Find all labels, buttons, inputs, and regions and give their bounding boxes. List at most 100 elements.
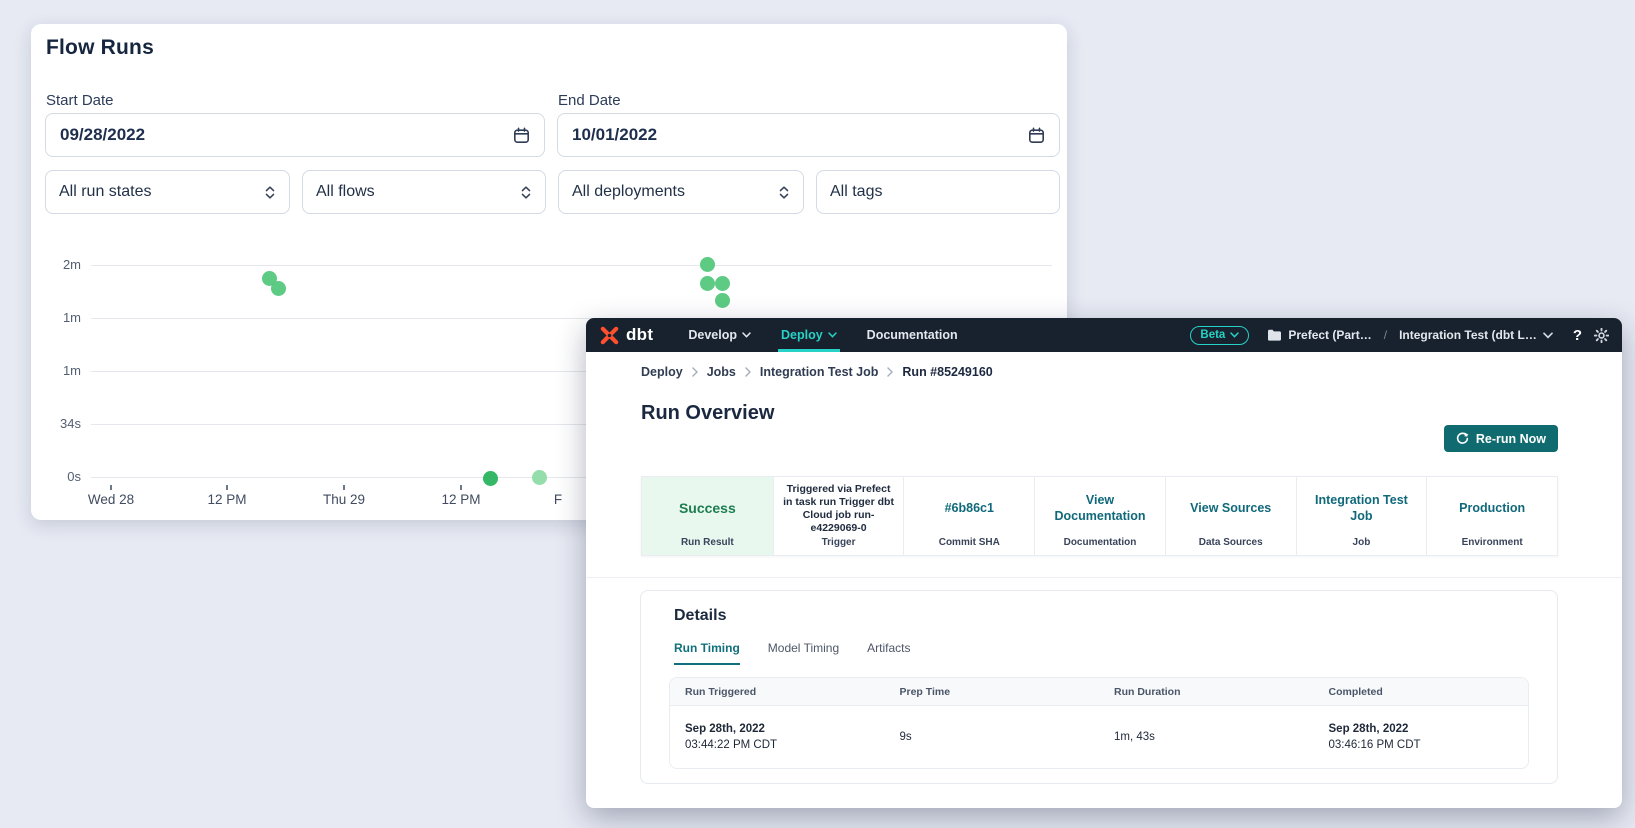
refresh-icon: [1456, 432, 1469, 444]
x-axis-tick: [226, 485, 228, 490]
table-cell: Sep 28th, 2022 03:46:16 PM CDT: [1314, 711, 1529, 763]
card-value: Production: [1459, 501, 1526, 516]
chevron-right-icon: [887, 367, 894, 377]
breadcrumb-item-jobs[interactable]: Jobs: [706, 365, 736, 379]
prefect-flow-runs-window: Flow Runs Start Date 09/28/2022 End Date…: [31, 24, 1067, 520]
breadcrumb: Deploy Jobs Integration Test Job Run #85249…: [641, 365, 993, 379]
settings-gear-icon[interactable]: [1594, 327, 1609, 343]
chevron-right-icon: [745, 367, 751, 377]
summary-card-data-sources[interactable]: View Sources Data Sources: [1164, 477, 1296, 555]
card-value: Integration Test Job: [1315, 493, 1408, 523]
chevron-down-icon: [742, 332, 751, 338]
beta-dropdown[interactable]: Beta: [1190, 325, 1250, 345]
nav-item-deploy[interactable]: Deploy: [778, 318, 840, 352]
help-button[interactable]: ?: [1572, 326, 1582, 344]
y-axis-tick-label: 0s: [67, 469, 81, 484]
chart-gridline: [91, 477, 1052, 478]
tab-model-timing[interactable]: Model Timing: [767, 641, 840, 655]
project-name: Prefect (Part…: [1288, 328, 1372, 342]
card-value: Triggered via Prefect in task run Trigge…: [783, 482, 894, 535]
flow-run-dot[interactable]: [714, 275, 730, 291]
nav-item-documentation[interactable]: Documentation: [864, 318, 961, 352]
breadcrumb-item-deploy[interactable]: Deploy: [641, 365, 683, 379]
select-all-flows[interactable]: All flows: [302, 170, 546, 214]
flow-run-dot[interactable]: [699, 275, 715, 291]
table-cell: Sep 28th, 2022 03:44:22 PM CDT: [670, 711, 885, 763]
select-label: All deployments: [572, 183, 685, 200]
flow-run-dot[interactable]: [714, 292, 730, 308]
summary-card-environment[interactable]: Production Environment: [1426, 477, 1557, 555]
select-label: All tags: [830, 183, 883, 200]
cell-line: 9s: [899, 730, 912, 743]
card-label: Commit SHA: [938, 537, 1000, 548]
start-date-input[interactable]: 09/28/2022: [45, 113, 545, 157]
rerun-now-button[interactable]: Re-run Now: [1443, 425, 1558, 452]
breadcrumb-item-integration-test-job[interactable]: Integration Test Job: [759, 365, 879, 379]
cell-line: 03:46:16 PM CDT: [1328, 739, 1421, 751]
end-date-label: End Date: [558, 92, 621, 109]
navbar-right: Beta Prefect (Part… / Integration Test (…: [1190, 325, 1609, 345]
tab-artifacts[interactable]: Artifacts: [867, 641, 911, 655]
select-all-deployments[interactable]: All deployments: [558, 170, 804, 214]
chevron-down-icon: [1230, 331, 1240, 338]
chart-gridline: [91, 318, 1052, 319]
summary-card-commit-sha[interactable]: #6b86c1 Commit SHA: [903, 477, 1034, 555]
flow-run-dot[interactable]: [270, 280, 286, 296]
nav-menu: Develop Deploy Documentation: [685, 318, 984, 352]
cell-line: 1m, 43s: [1114, 730, 1155, 743]
card-label: Documentation: [1063, 537, 1137, 548]
summary-card-documentation[interactable]: View Documentation Documentation: [1034, 477, 1165, 555]
card-label: Environment: [1461, 537, 1523, 548]
run-summary-cards: Success Run Result Triggered via Prefect i…: [641, 476, 1558, 556]
card-value: View Documentation: [1054, 493, 1146, 523]
y-axis-tick-label: 34s: [60, 416, 81, 431]
dbt-logo[interactable]: dbt: [599, 325, 653, 346]
page-title: Flow Runs: [46, 36, 154, 59]
card-value: View Sources: [1190, 501, 1272, 516]
rerun-now-label: Re-run Now: [1475, 431, 1546, 446]
breadcrumb-slash: /: [1383, 328, 1388, 342]
stepper-icon: [779, 185, 789, 199]
x-axis-tick-label-partial: F: [553, 492, 563, 507]
tab-run-timing[interactable]: Run Timing: [674, 641, 740, 665]
flow-run-dot[interactable]: [482, 470, 498, 486]
table-row: Sep 28th, 2022 03:44:22 PM CDT 9s 1m, 43s Se…: [670, 706, 1528, 768]
card-value: #6b86c1: [944, 501, 994, 516]
nav-item-develop[interactable]: Develop: [685, 318, 754, 352]
x-axis-tick-label: Thu 29: [322, 492, 366, 507]
folder-icon: [1268, 329, 1282, 341]
nav-item-label: Documentation: [866, 328, 958, 342]
x-axis-tick: [343, 485, 345, 490]
cell-line: Sep 28th, 2022: [685, 722, 765, 735]
section-divider: [586, 577, 1622, 578]
chart-gridline: [91, 371, 1052, 372]
dbt-cloud-window: dbt Develop Deploy Documentation Beta Pref…: [586, 318, 1622, 808]
x-axis-tick: [110, 485, 112, 490]
beta-label: Beta: [1200, 328, 1226, 341]
flow-run-dot[interactable]: [699, 256, 715, 272]
select-all-tags[interactable]: All tags: [816, 170, 1060, 214]
table-header-row: Run Triggered Prep Time Run Duration Comple…: [670, 678, 1528, 706]
card-label: Run Result: [680, 537, 734, 548]
table-cell: 9s: [885, 719, 1100, 755]
calendar-icon[interactable]: [1028, 126, 1045, 144]
x-axis-tick-label: Wed 28: [87, 492, 135, 507]
chevron-down-icon: [1542, 331, 1553, 339]
end-date-input[interactable]: 10/01/2022: [557, 113, 1060, 157]
y-axis-tick-label: 1m: [62, 363, 81, 378]
environment-selector[interactable]: Integration Test (dbt L…: [1399, 328, 1553, 342]
chart-gridline: [91, 265, 1052, 266]
column-header-prep-time: Prep Time: [899, 685, 951, 698]
project-selector[interactable]: Prefect (Part…: [1267, 328, 1372, 342]
cell-line: 03:44:22 PM CDT: [685, 739, 778, 751]
summary-card-job[interactable]: Integration Test Job Job: [1295, 477, 1427, 555]
column-header-run-duration: Run Duration: [1114, 685, 1181, 698]
select-label: All run states: [59, 183, 152, 200]
chevron-down-icon: [827, 332, 837, 338]
flow-run-dot[interactable]: [531, 469, 547, 485]
dbt-logo-icon: [600, 326, 619, 344]
run-overview-title: Run Overview: [641, 402, 775, 424]
select-all-run-states[interactable]: All run states: [45, 170, 290, 214]
calendar-icon[interactable]: [513, 126, 530, 144]
